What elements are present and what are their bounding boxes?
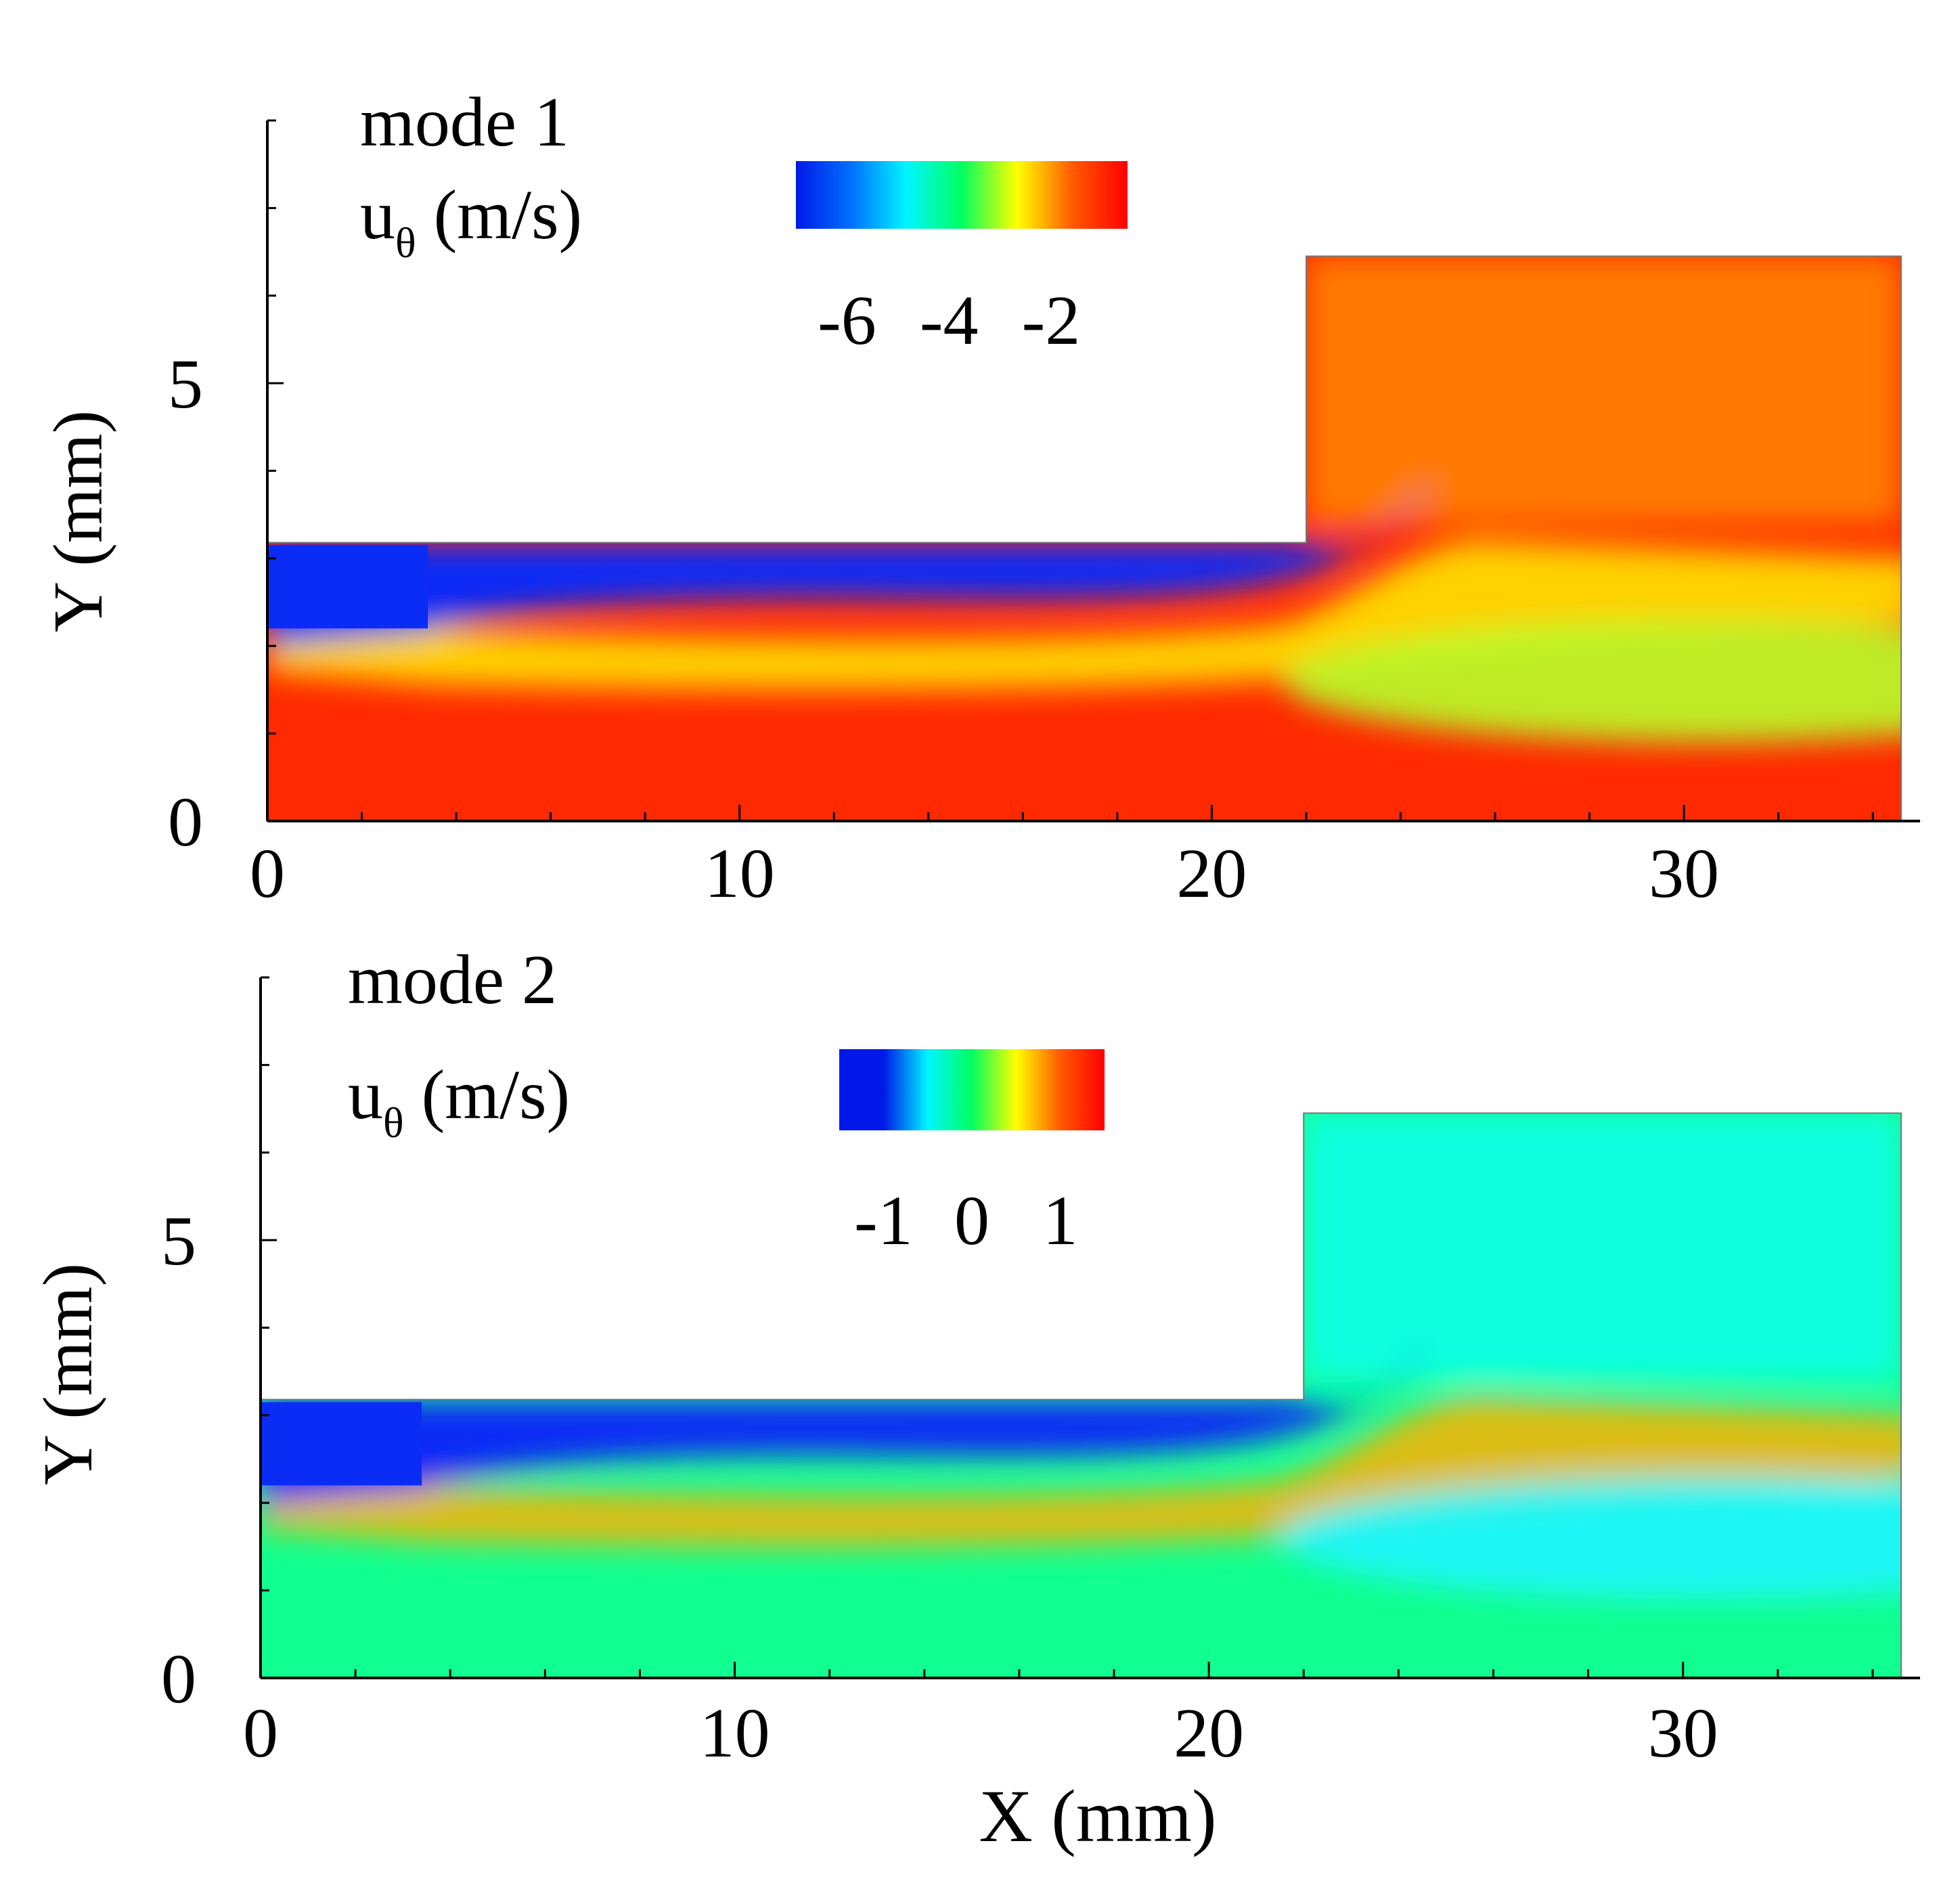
mode-2-y-tick-label: 5 — [161, 1202, 196, 1280]
mode-2-colorbar-ticks: -1 0 1 — [854, 1182, 1078, 1260]
mode-1-variable-symbol: u — [360, 176, 395, 254]
mode-2-field — [260, 1112, 1902, 1679]
x-axis-title: X (mm) — [979, 1775, 1216, 1857]
mode-1-y-tick-label: 5 — [168, 345, 203, 423]
mode-2-inlet-jet — [261, 1402, 422, 1486]
mode-1-field — [267, 255, 1902, 822]
mode-2-colorbar-tick-label: 1 — [1043, 1182, 1078, 1260]
mode-2-x-tick-label: 20 — [1174, 1694, 1244, 1772]
mode-1-colorbar-tick-label: -6 — [818, 282, 876, 359]
mode-2-colorbar-tick-label: -1 — [854, 1182, 913, 1260]
mode-1-variable-label: uθ (m/s) — [360, 176, 582, 267]
mode-1-panel-label: mode 1 — [360, 83, 569, 161]
mode-2-variable-label: uθ (m/s) — [348, 1056, 570, 1147]
mode-1-field-structures — [267, 256, 1902, 743]
mode-2-field-structures — [261, 1113, 1901, 1599]
mode-2-field-domain — [261, 1113, 1901, 1678]
mode-1-x-tick-label: 20 — [1176, 835, 1247, 912]
mode-1-axes: 0 10 20 30 0 5 — [168, 119, 1920, 912]
mode-1-panel: 0 10 20 30 0 5 mode 1 uθ (m/s) -6 -4 -2 Y (mm) — [39, 83, 1920, 912]
mode-1-field-domain — [267, 256, 1902, 821]
mode-1-variable-units: (m/s) — [416, 176, 583, 254]
mode-2-y-tick-label: 0 — [161, 1640, 196, 1718]
mode-1-colorbar — [796, 161, 1128, 229]
mode-2-recirculation-zone — [1280, 1476, 1901, 1599]
mode-1-jet-core — [267, 479, 1434, 646]
mode-1-y-tick-label: 0 — [168, 783, 203, 861]
mode-2-variable-units: (m/s) — [404, 1056, 571, 1134]
mode-2-downstream-region — [1304, 1113, 1901, 1381]
mode-2-colorbar-tick-label: 0 — [954, 1182, 989, 1260]
mode-2-panel-label: mode 2 — [348, 941, 557, 1019]
mode-1-y-axis-title: Y (mm) — [39, 410, 117, 632]
mode-1-colorbar-ticks: -6 -4 -2 — [818, 282, 1080, 359]
mode-1-x-tick-label: 30 — [1649, 835, 1719, 912]
mode-2-x-tick-label: 30 — [1648, 1694, 1718, 1772]
mode-1-colorbar-tick-label: -4 — [920, 282, 979, 359]
mode-2-x-tick-label: 0 — [243, 1694, 278, 1772]
mode-2-x-tick-label: 10 — [700, 1694, 770, 1772]
mode-2-jet-core — [261, 1336, 1432, 1503]
mode-1-variable-subscript: θ — [395, 219, 416, 267]
mode-2-variable-symbol: u — [348, 1056, 383, 1134]
mode-1-inlet-jet — [267, 545, 428, 629]
mode-1-x-tick-label: 10 — [705, 835, 775, 912]
mode-1-downstream-region — [1306, 256, 1902, 524]
mode-2-variable-subscript: θ — [383, 1099, 404, 1147]
mode-1-recirculation-zone — [1283, 619, 1902, 743]
mode-2-colorbar — [839, 1049, 1105, 1130]
mode-2-y-axis-title: Y (mm) — [29, 1263, 107, 1485]
mode-1-x-tick-label: 0 — [250, 835, 285, 912]
mode-1-colorbar-tick-label: -2 — [1022, 282, 1081, 359]
